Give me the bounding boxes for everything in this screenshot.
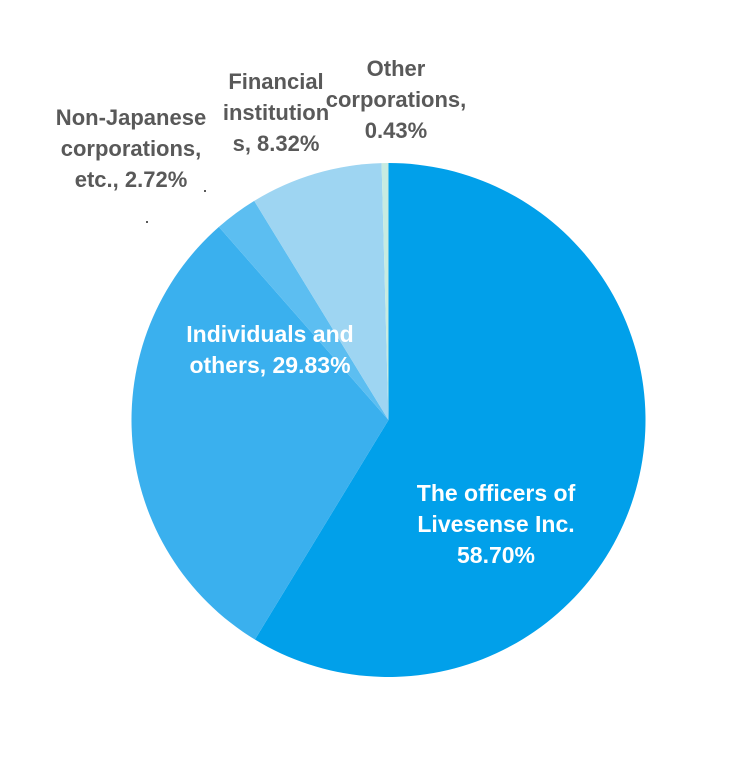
data-label-officers-of-livesense: The officers of Livesense Inc. 58.70%: [417, 478, 575, 571]
data-label-line: Non-Japanese: [55, 105, 207, 130]
pie-slice-financial: [254, 163, 389, 420]
data-label-line: Other: [366, 56, 426, 81]
data-label-individuals-and-others: Individuals and others, 29.83%: [186, 319, 353, 381]
pie-slice-other: [381, 162, 389, 421]
data-label-line: Financial: [228, 69, 324, 94]
data-label-line: The officers of: [416, 480, 576, 506]
data-label-line: others, 29.83%: [189, 352, 351, 378]
data-label-line: Individuals and: [186, 321, 354, 347]
data-label-line: corporations,: [325, 87, 467, 112]
data-label-line: 58.70%: [456, 542, 535, 568]
data-label-line: corporations,: [60, 136, 202, 161]
leader-line-dot: [204, 190, 206, 192]
pie-slice-officers: [254, 163, 646, 677]
pie-slice-non_japanese: [218, 200, 389, 420]
data-label-line: s, 8.32%: [232, 131, 320, 156]
pie-slice-individuals: [131, 226, 389, 640]
data-label-line: etc., 2.72%: [74, 167, 188, 192]
leader-line-dot: [146, 221, 148, 223]
data-label-line: 0.43%: [364, 118, 428, 143]
data-label-other-corporations: Other corporations, 0.43%: [326, 53, 467, 146]
data-label-line: Livesense Inc.: [417, 511, 575, 537]
data-label-non-japanese-corporations: Non-Japanese corporations, etc., 2.72%: [56, 102, 206, 195]
data-label-financial-institutions: Financial institution s, 8.32%: [223, 66, 329, 159]
data-label-line: institution: [222, 100, 330, 125]
